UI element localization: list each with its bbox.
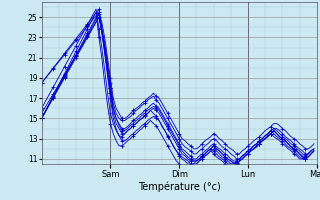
X-axis label: Température (°c): Température (°c) [138, 181, 220, 192]
